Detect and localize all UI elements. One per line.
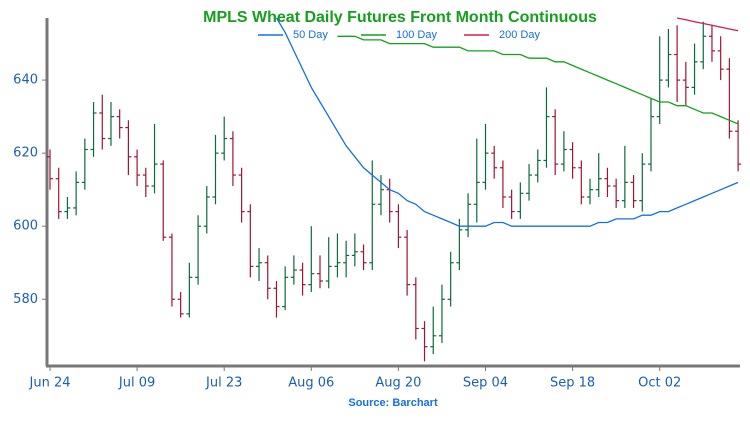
x-tick-label: Jul 23	[205, 376, 242, 391]
y-tick-label: 640	[13, 73, 38, 88]
chart-title: MPLS Wheat Daily Futures Front Month Con…	[203, 9, 597, 26]
legend-label: 100 Day	[396, 29, 437, 41]
x-tick-label: Aug 20	[375, 376, 421, 391]
y-tick-label: 600	[13, 219, 38, 234]
x-tick-label: Sep 04	[463, 376, 508, 391]
x-tick-label: Jun 24	[29, 376, 71, 391]
source: Source: Barchart	[348, 397, 438, 409]
y-tick-label: 620	[13, 146, 38, 161]
legend-label: 200 Day	[499, 29, 540, 41]
moving-average-line	[676, 17, 739, 32]
x-tick-label: Jul 09	[118, 376, 155, 391]
x-tick-label: Sep 18	[550, 376, 595, 391]
legend-label: 50 Day	[293, 29, 328, 41]
x-tick-label: Oct 02	[638, 376, 681, 391]
moving-average-line	[337, 35, 739, 125]
moving-average-line	[275, 17, 739, 227]
x-tick-label: Aug 06	[288, 376, 334, 391]
y-tick-label: 580	[13, 292, 38, 307]
